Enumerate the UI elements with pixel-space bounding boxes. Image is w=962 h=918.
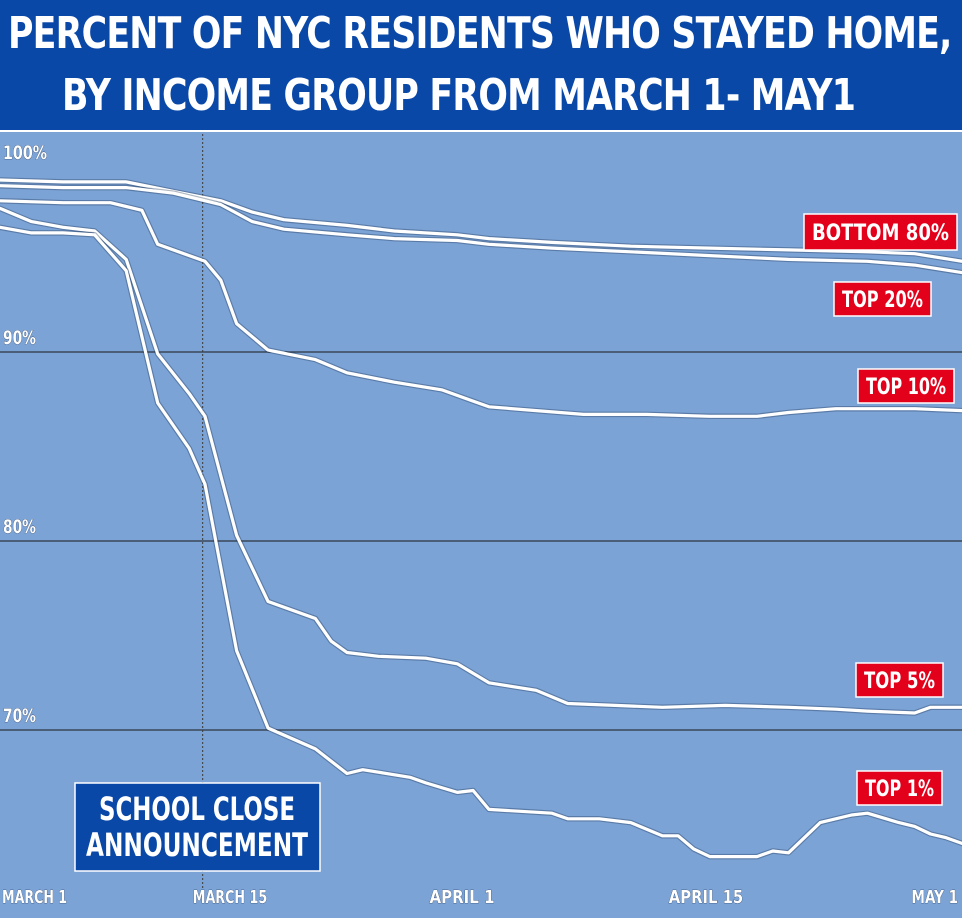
series-label-box-2 — [857, 368, 955, 404]
school-close-annotation-line-2: ANNOUNCEMENT — [86, 826, 308, 864]
series-label-text-3: TOP 5% — [864, 669, 935, 694]
series-label-3: TOP 5% — [855, 662, 944, 698]
series-label-box-0 — [803, 213, 958, 251]
series-label-text-2: TOP 10% — [866, 375, 946, 400]
series-label-box-3 — [855, 662, 944, 698]
series-label-4: TOP 1% — [856, 770, 943, 806]
series-label-box-4 — [856, 770, 943, 806]
series-label-box-1 — [833, 281, 932, 317]
series-line-top-20- — [0, 184, 962, 275]
series-label-text-0: BOTTOM 80% — [812, 221, 949, 246]
series-label-2: TOP 10% — [857, 368, 955, 404]
series-label-1: TOP 20% — [833, 281, 932, 317]
x-tick-label-day-45: APRIL 15 — [669, 887, 743, 908]
title-banner: PERCENT OF NYC RESIDENTS WHO STAYED HOME… — [0, 0, 962, 132]
x-tick-label-day-0: MARCH 1 — [2, 887, 67, 908]
x-tick-label-day-14: MARCH 15 — [193, 887, 267, 908]
school-close-annotation-line-1: SCHOOL CLOSE — [99, 790, 295, 828]
y-tick-label-80: 80% — [3, 516, 36, 538]
y-tick-label-70: 70% — [3, 705, 36, 727]
school-close-annotation-box — [74, 782, 321, 872]
series-line-top-5- — [0, 206, 962, 715]
x-tick-label-day-31: APRIL 1 — [429, 887, 494, 908]
series-line-top-1- — [0, 225, 962, 859]
series-line-top-10- — [0, 199, 962, 418]
chart-title-line-1: PERCENT OF NYC RESIDENTS WHO STAYED HOME… — [8, 8, 952, 59]
y-tick-label-90: 90% — [3, 327, 36, 349]
series-line-bottom-80- — [0, 178, 962, 263]
x-tick-label-day-61: MAY 1 — [912, 887, 959, 908]
series-shadow-3 — [0, 205, 962, 716]
series-label-text-4: TOP 1% — [865, 777, 934, 802]
chart-title-line-2: BY INCOME GROUP FROM MARCH 1- MAY1 — [62, 70, 856, 121]
series-label-text-1: TOP 20% — [842, 288, 923, 313]
y-tick-label-100: 100% — [3, 142, 47, 164]
series-label-0: BOTTOM 80% — [803, 213, 958, 251]
